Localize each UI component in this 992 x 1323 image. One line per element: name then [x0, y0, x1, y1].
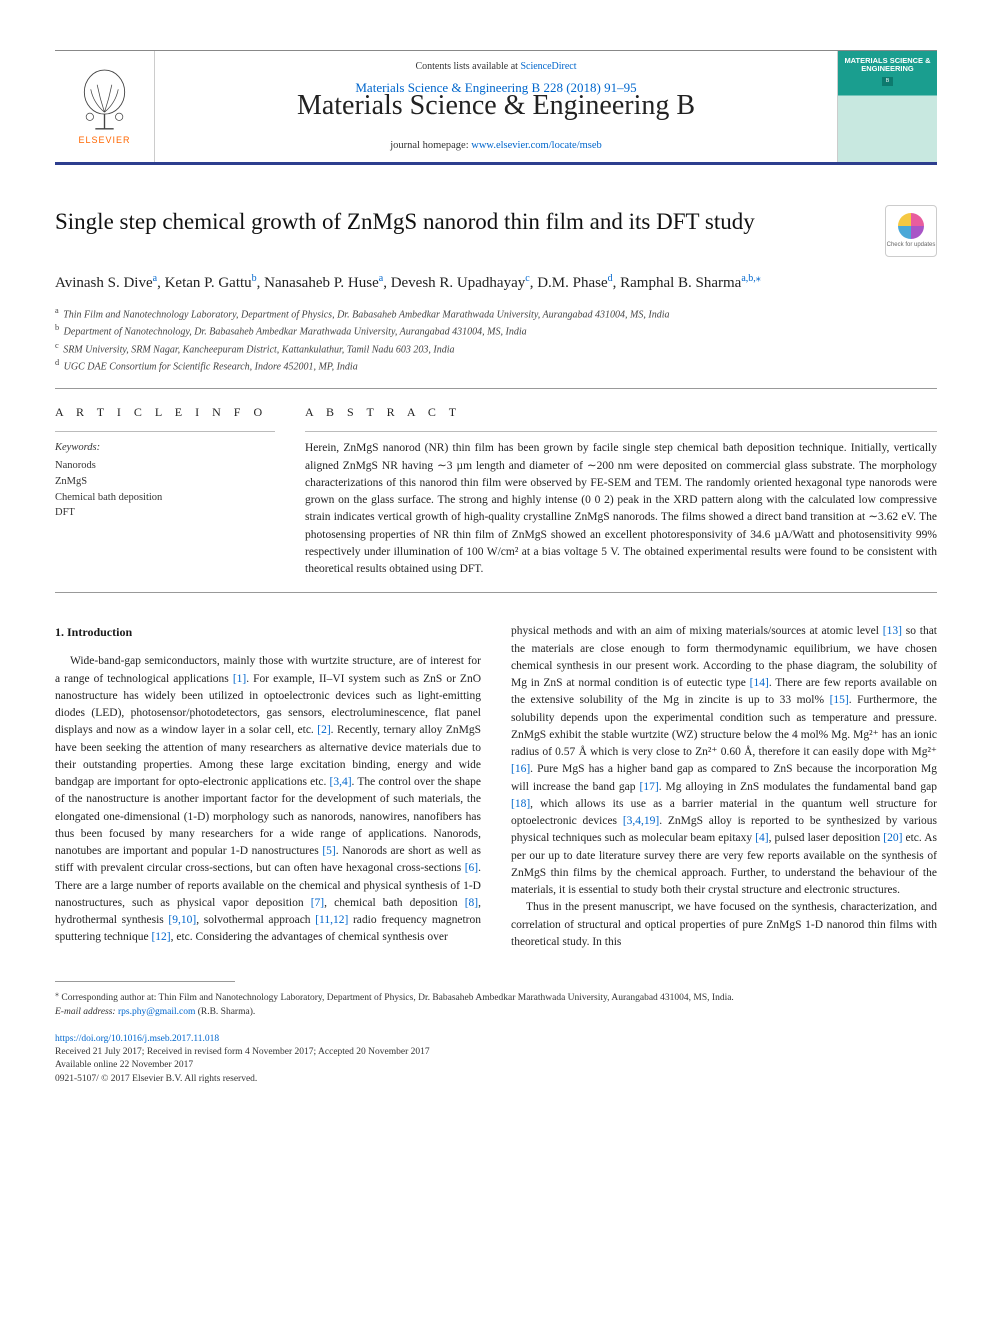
keyword-item: Chemical bath deposition: [55, 490, 275, 506]
abstract-column: A B S T R A C T Herein, ZnMgS nanorod (N…: [305, 403, 937, 578]
corresponding-author-footnote: ⁎ Corresponding author at: Thin Film and…: [55, 988, 937, 1019]
abstract-rule: [305, 431, 937, 432]
keyword-item: ZnMgS: [55, 474, 275, 490]
section-rule-2: [55, 592, 937, 593]
footnote-rule: [55, 981, 235, 982]
intro-paragraph-2: Thus in the present manuscript, we have …: [511, 899, 937, 951]
intro-paragraph: Wide-band-gap semiconductors, mainly tho…: [55, 653, 481, 946]
intro-paragraph-cont: physical methods and with an aim of mixi…: [511, 623, 937, 899]
journal-meta-link[interactable]: Materials Science & Engineering B 228 (2…: [355, 80, 636, 95]
elsevier-tree-icon: [77, 66, 132, 131]
doi-block: https://doi.org/10.1016/j.mseb.2017.11.0…: [55, 1033, 937, 1086]
info-rule: [55, 431, 275, 432]
article-title: Single step chemical growth of ZnMgS nan…: [55, 205, 870, 240]
header-banner: ELSEVIER Contents lists available at Sci…: [55, 50, 937, 165]
keywords-list: NanorodsZnMgSChemical bath depositionDFT: [55, 458, 275, 521]
footnote-text: Corresponding author at: Thin Film and N…: [61, 993, 733, 1003]
received-line: Received 21 July 2017; Received in revis…: [55, 1047, 430, 1057]
affiliation: d UGC DAE Consortium for Scientific Rese…: [55, 357, 937, 374]
sciencedirect-link[interactable]: ScienceDirect: [520, 61, 576, 72]
copyright-line: 0921-5107/ © 2017 Elsevier B.V. All righ…: [55, 1074, 257, 1084]
journal-meta-top: Materials Science & Engineering B 228 (2…: [55, 78, 937, 98]
online-line: Available online 22 November 2017: [55, 1060, 193, 1070]
body-column-right: physical methods and with an aim of mixi…: [511, 623, 937, 951]
keyword-item: DFT: [55, 505, 275, 521]
keywords-label: Keywords:: [55, 440, 275, 456]
keyword-item: Nanorods: [55, 458, 275, 474]
homepage-prefix: journal homepage:: [390, 140, 471, 151]
homepage-link[interactable]: www.elsevier.com/locate/mseb: [471, 140, 602, 151]
affiliations: a Thin Film and Nanotechnology Laborator…: [55, 305, 937, 374]
elsevier-logo: ELSEVIER: [55, 51, 155, 162]
section-rule: [55, 388, 937, 389]
affiliation: c SRM University, SRM Nagar, Kancheepura…: [55, 340, 937, 357]
email-link[interactable]: rps.phy@gmail.com: [118, 1007, 195, 1017]
body-column-left: 1. Introduction Wide-band-gap semiconduc…: [55, 623, 481, 951]
affiliation: a Thin Film and Nanotechnology Laborator…: [55, 305, 937, 322]
contents-line: Contents lists available at ScienceDirec…: [415, 59, 576, 74]
email-label: E-mail address:: [55, 1007, 118, 1017]
crossmark-badge[interactable]: Check for updates: [885, 205, 937, 257]
email-suffix: (R.B. Sharma).: [195, 1007, 255, 1017]
footnote-marker: ⁎: [55, 989, 59, 998]
cover-title: MATERIALS SCIENCE & ENGINEERING: [842, 57, 933, 74]
affiliation: b Department of Nanotechnology, Dr. Baba…: [55, 322, 937, 339]
contents-prefix: Contents lists available at: [415, 61, 520, 72]
header-center: Contents lists available at ScienceDirec…: [155, 51, 837, 162]
journal-cover-thumbnail: MATERIALS SCIENCE & ENGINEERING B: [837, 51, 937, 162]
crossmark-icon: [898, 213, 924, 239]
crossmark-label: Check for updates: [887, 241, 936, 250]
authors: Avinash S. Divea, Ketan P. Gattub, Nanas…: [55, 271, 937, 295]
elsevier-wordmark: ELSEVIER: [78, 134, 130, 148]
doi-link[interactable]: https://doi.org/10.1016/j.mseb.2017.11.0…: [55, 1034, 219, 1044]
abstract-text: Herein, ZnMgS nanorod (NR) thin film has…: [305, 440, 937, 578]
article-info-heading: A R T I C L E I N F O: [55, 403, 275, 421]
introduction-heading: 1. Introduction: [55, 623, 481, 641]
article-info-column: A R T I C L E I N F O Keywords: Nanorods…: [55, 403, 275, 578]
homepage-line: journal homepage: www.elsevier.com/locat…: [390, 138, 602, 154]
abstract-heading: A B S T R A C T: [305, 403, 937, 421]
